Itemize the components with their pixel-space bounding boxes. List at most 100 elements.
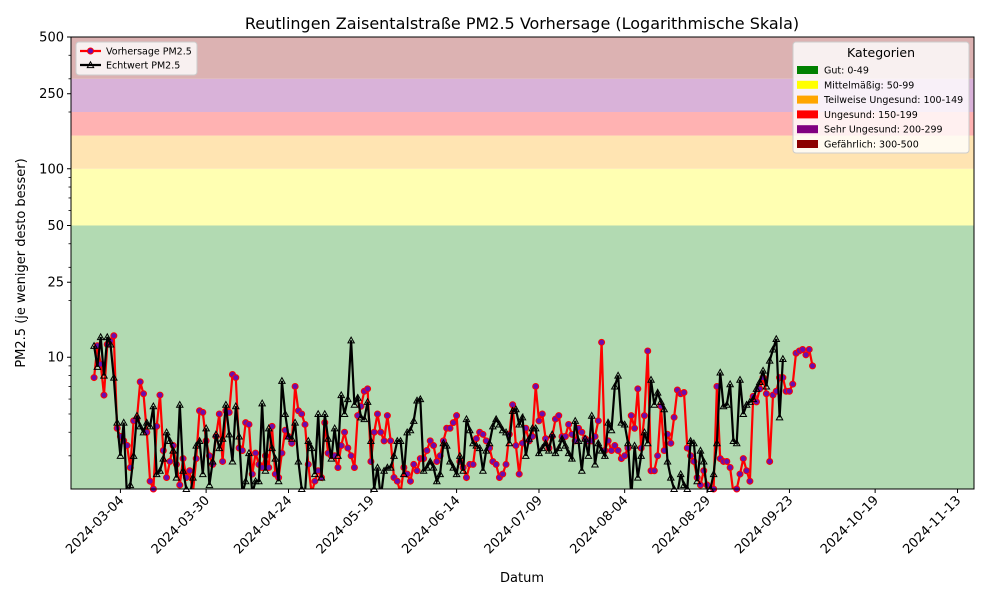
data-point xyxy=(301,420,309,428)
data-point xyxy=(166,457,174,465)
data-point xyxy=(221,400,230,408)
band-3 xyxy=(71,112,974,136)
data-point xyxy=(802,351,810,359)
data-point xyxy=(726,464,734,472)
data-point xyxy=(654,452,662,460)
x-tick-label: 2024-09-23 xyxy=(732,493,796,557)
data-point xyxy=(291,382,299,390)
data-point xyxy=(298,410,306,418)
data-point xyxy=(433,457,441,465)
data-point xyxy=(739,455,747,463)
data-point xyxy=(749,394,758,403)
x-tick-label: 2024-03-30 xyxy=(149,493,213,557)
data-point xyxy=(535,417,543,425)
y-tick-label: 100 xyxy=(39,162,64,177)
data-point xyxy=(219,457,227,465)
data-point xyxy=(775,413,784,421)
data-point xyxy=(258,399,267,407)
x-tick-label: 2024-06-14 xyxy=(399,493,463,557)
data-point xyxy=(518,413,527,421)
category-legend-label: Gut: 0-49 xyxy=(824,66,869,77)
y-tick-label: 50 xyxy=(47,219,64,234)
data-point xyxy=(667,439,675,447)
x-tick-label: 2024-05-19 xyxy=(314,493,378,557)
data-point xyxy=(637,451,646,459)
data-point xyxy=(340,409,349,418)
data-point xyxy=(567,454,576,462)
data-point xyxy=(211,430,221,438)
data-point xyxy=(699,457,708,465)
data-point xyxy=(515,420,524,428)
data-point xyxy=(755,377,764,385)
data-point xyxy=(373,463,382,471)
data-point xyxy=(169,446,178,454)
data-point xyxy=(172,473,181,481)
data-point xyxy=(646,375,656,383)
data-point xyxy=(571,416,580,424)
data-point xyxy=(485,438,494,447)
category-legend-label: Teilweise Ungesund: 100-149 xyxy=(823,95,963,106)
data-point xyxy=(241,476,250,485)
series-legend: Vorhersage PM2.5 Echtwert PM2.5 xyxy=(75,41,198,76)
data-point xyxy=(341,428,349,436)
data-point xyxy=(429,463,438,471)
data-point xyxy=(732,438,741,447)
data-point xyxy=(455,451,464,459)
data-point xyxy=(90,374,98,382)
legend-swatch xyxy=(797,66,818,74)
data-point xyxy=(693,476,702,485)
data-point xyxy=(762,390,770,398)
data-point xyxy=(551,448,560,457)
data-point xyxy=(785,387,793,395)
data-point xyxy=(252,449,260,457)
data-point xyxy=(317,473,326,481)
data-point xyxy=(360,414,369,423)
data-point xyxy=(640,428,649,436)
data-point xyxy=(439,438,448,447)
data-point xyxy=(284,432,293,440)
data-point xyxy=(650,467,658,475)
data-point xyxy=(113,418,122,426)
data-point xyxy=(93,362,102,370)
data-point xyxy=(512,442,520,450)
data-point xyxy=(426,457,435,465)
data-point xyxy=(736,470,744,478)
data-point xyxy=(555,412,563,420)
x-tick-label: 2024-03-04 xyxy=(63,493,127,557)
data-point xyxy=(228,457,237,465)
data-point xyxy=(90,341,99,349)
data-point xyxy=(363,397,372,405)
data-point xyxy=(195,436,204,444)
data-point xyxy=(136,422,145,430)
data-point xyxy=(314,409,323,418)
data-point xyxy=(653,388,662,396)
data-point xyxy=(561,441,570,449)
data-point xyxy=(192,441,201,449)
data-point xyxy=(689,438,698,447)
data-point xyxy=(525,434,534,442)
data-point xyxy=(208,457,217,465)
data-point xyxy=(729,436,738,444)
data-point xyxy=(532,382,540,390)
data-point xyxy=(607,447,615,455)
data-point xyxy=(274,476,283,485)
data-point xyxy=(762,382,771,390)
data-point xyxy=(459,466,468,474)
data-point xyxy=(577,466,586,474)
data-point xyxy=(198,469,207,478)
data-point xyxy=(809,362,817,370)
data-point xyxy=(344,444,352,452)
data-point xyxy=(709,469,718,478)
data-point xyxy=(541,438,550,447)
data-point xyxy=(621,452,629,460)
data-point xyxy=(436,469,445,478)
data-point xyxy=(472,441,481,449)
data-point xyxy=(215,443,224,452)
data-point xyxy=(452,469,461,478)
data-point xyxy=(578,428,586,436)
x-axis: 2024-03-04 2024-03-30 2024-04-24 2024-05-19… xyxy=(63,489,964,557)
data-point xyxy=(488,422,497,430)
data-point xyxy=(304,436,313,444)
y-tick-label: 25 xyxy=(47,276,64,291)
data-point xyxy=(759,366,768,374)
